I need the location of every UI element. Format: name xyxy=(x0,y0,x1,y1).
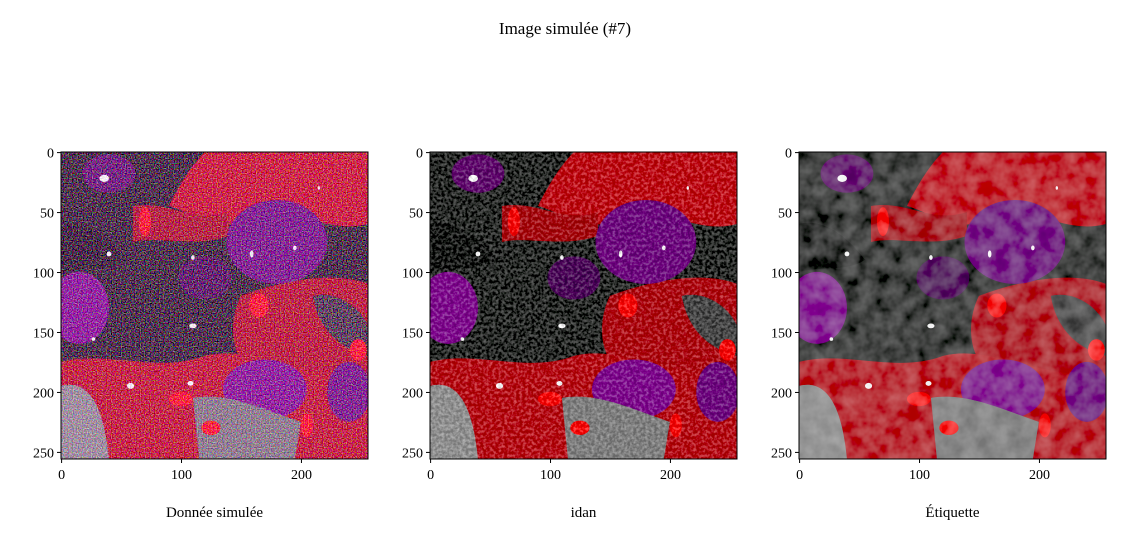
y-tick-label: 50 xyxy=(409,207,423,222)
y-tick-label: 0 xyxy=(416,147,423,162)
axes-frame xyxy=(60,151,369,460)
figure-title: Image simulée (#7) xyxy=(499,19,631,38)
y-tick-label: 0 xyxy=(785,147,792,162)
image xyxy=(61,152,368,459)
image xyxy=(430,152,737,459)
x-tick-label: 100 xyxy=(909,468,930,483)
x-tick-label: 100 xyxy=(171,468,192,483)
y-tick-label: 250 xyxy=(33,446,54,461)
y-tick-label: 100 xyxy=(402,267,423,282)
y-tick-label: 200 xyxy=(402,386,423,401)
x-tick-label: 200 xyxy=(1029,468,1050,483)
y-tick-label: 250 xyxy=(771,446,792,461)
y-tick-label: 150 xyxy=(33,326,54,341)
axes-frame xyxy=(429,151,738,460)
x-tick-label: 100 xyxy=(540,468,561,483)
image xyxy=(799,152,1106,459)
y-tick-label: 250 xyxy=(402,446,423,461)
y-tick-label: 50 xyxy=(40,207,54,222)
x-tick-label: 200 xyxy=(660,468,681,483)
y-tick-label: 100 xyxy=(33,267,54,282)
x-tick-label: 0 xyxy=(58,468,65,483)
y-tick-label: 100 xyxy=(771,267,792,282)
y-tick-label: 200 xyxy=(771,386,792,401)
x-tick-label: 0 xyxy=(427,468,434,483)
y-tick-label: 50 xyxy=(778,207,792,222)
y-tick-label: 150 xyxy=(771,326,792,341)
y-tick-label: 150 xyxy=(402,326,423,341)
x-axis-label: Donnée simulée xyxy=(166,505,263,521)
x-axis-label: idan xyxy=(571,505,597,521)
axes-frame xyxy=(798,151,1107,460)
x-axis-label: Étiquette xyxy=(925,504,979,521)
x-tick-label: 200 xyxy=(291,468,312,483)
x-tick-label: 0 xyxy=(796,468,803,483)
y-tick-label: 200 xyxy=(33,386,54,401)
y-tick-label: 0 xyxy=(47,147,54,162)
